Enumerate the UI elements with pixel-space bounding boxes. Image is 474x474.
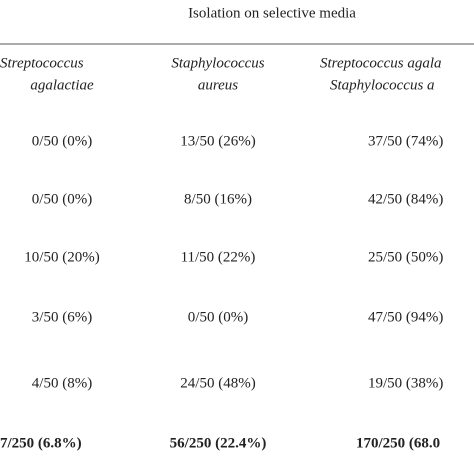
table-cell: 0/50 (0%) [32, 191, 92, 207]
table-cell: 4/50 (8%) [32, 375, 92, 391]
table-cell: 24/50 (48%) [180, 375, 255, 391]
table-cell: 37/50 (74%) [368, 133, 443, 149]
table-cell: 3/50 (6%) [32, 309, 92, 325]
table-cell: 47/50 (94%) [368, 309, 443, 325]
table-cell: 0/50 (0%) [32, 133, 92, 149]
table-cell: 10/50 (20%) [24, 249, 99, 265]
column-header: agalactiae [30, 77, 94, 93]
table-cell: 56/250 (22.4%) [170, 435, 267, 451]
table-cell: 13/50 (26%) [180, 133, 255, 149]
column-header: Streptococcus agala [320, 55, 442, 71]
table-cell: 11/50 (22%) [181, 249, 256, 265]
column-header: Streptococcus [0, 55, 84, 71]
table-cell: 42/50 (84%) [368, 191, 443, 207]
table-cell: 170/250 (68.0 [356, 435, 440, 451]
table-cell: 0/50 (0%) [188, 309, 248, 325]
table-cell: 25/50 (50%) [368, 249, 443, 265]
group-title: Isolation on selective media [188, 5, 356, 21]
column-header: Staphylococcus [171, 55, 264, 71]
table-cell: 19/50 (38%) [368, 375, 443, 391]
column-header: aureus [198, 77, 238, 93]
table-cell: 7/250 (6.8%) [0, 435, 82, 451]
table-cell: 8/50 (16%) [184, 191, 252, 207]
column-header: Staphylococcus a [330, 77, 435, 93]
